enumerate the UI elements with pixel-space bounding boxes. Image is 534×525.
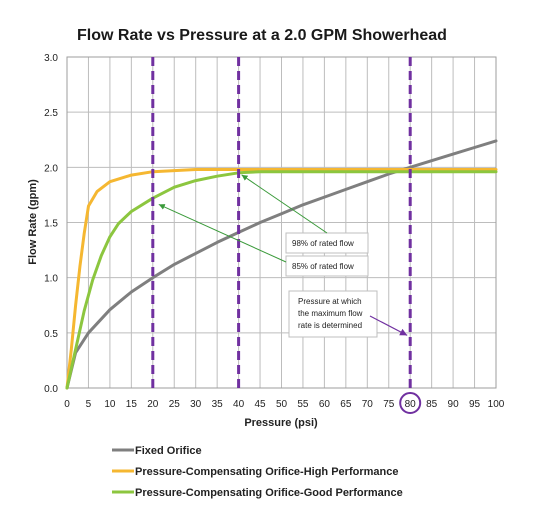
annotation-max-flow-box bbox=[288, 290, 378, 338]
annotation-max-flow-line-1: Pressure at which bbox=[298, 297, 362, 306]
series-line-pressure-compensating-orifice-good-performance bbox=[65, 170, 498, 390]
x-tick-75: 75 bbox=[383, 399, 395, 410]
x-tick-85: 85 bbox=[426, 399, 438, 410]
y-tick-labels: 0.0 0.5 1.0 1.5 2.0 2.5 3.0 bbox=[44, 53, 58, 395]
x-tick-55: 55 bbox=[297, 399, 309, 410]
x-tick-70: 70 bbox=[362, 399, 374, 410]
annotation-85-text: 85% of rated flow bbox=[292, 262, 354, 271]
arrow-max-flow bbox=[369, 315, 408, 336]
x-tick-45: 45 bbox=[254, 399, 266, 410]
x-tick-15: 15 bbox=[126, 399, 138, 410]
arrow-85 bbox=[158, 203, 287, 263]
x-tick-95: 95 bbox=[469, 399, 481, 410]
legend-label-fixed-orifice: Fixed Orifice bbox=[135, 445, 202, 457]
x-tick-40: 40 bbox=[233, 399, 245, 410]
annotation-max-flow: Pressure at which the maximum flow rate … bbox=[288, 290, 378, 338]
y-tick-0.0: 0.0 bbox=[44, 384, 58, 395]
x-tick-60: 60 bbox=[319, 399, 331, 410]
y-tick-0.5: 0.5 bbox=[44, 329, 58, 340]
y-axis-label: Flow Rate (gpm) bbox=[27, 179, 39, 265]
y-tick-1.0: 1.0 bbox=[44, 274, 58, 285]
highlight-circle-80 bbox=[399, 392, 422, 414]
x-tick-25: 25 bbox=[169, 399, 181, 410]
grid bbox=[66, 56, 497, 389]
legend-label-high-performance: Pressure-Compensating Orifice-High Perfo… bbox=[135, 466, 398, 478]
annotation-max-flow-line-3: rate is determined bbox=[298, 321, 362, 330]
x-tick-65: 65 bbox=[340, 399, 352, 410]
x-tick-labels: 0 5 10 15 20 25 30 35 40 45 50 55 60 65 70 75 80 85 90 95 10… bbox=[64, 392, 505, 414]
x-tick-5: 5 bbox=[86, 399, 92, 410]
annotation-arrows bbox=[158, 174, 408, 336]
y-tick-3.0: 3.0 bbox=[44, 53, 58, 64]
x-tick-35: 35 bbox=[212, 399, 224, 410]
y-tick-2.5: 2.5 bbox=[44, 108, 58, 119]
y-tick-2.0: 2.0 bbox=[44, 163, 58, 174]
series-layer bbox=[65, 139, 498, 390]
x-tick-0: 0 bbox=[64, 399, 70, 410]
plot-border bbox=[66, 56, 497, 389]
y-tick-1.5: 1.5 bbox=[44, 219, 58, 230]
annotation-85: 85% of rated flow bbox=[285, 255, 369, 277]
legend-label-good-performance: Pressure-Compensating Orifice-Good Perfo… bbox=[135, 487, 403, 499]
annotation-max-flow-line-2: the maximum flow bbox=[298, 309, 363, 318]
series-line-pressure-compensating-orifice-high-performance bbox=[65, 168, 498, 390]
arrow-98 bbox=[241, 174, 328, 234]
x-tick-90: 90 bbox=[448, 399, 460, 410]
annotation-85-box bbox=[285, 255, 369, 277]
x-tick-10: 10 bbox=[104, 399, 116, 410]
chart-title: Flow Rate vs Pressure at a 2.0 GPM Showe… bbox=[77, 27, 447, 44]
x-tick-50: 50 bbox=[276, 399, 288, 410]
annotation-98-text: 98% of rated flow bbox=[292, 239, 354, 248]
annotation-98: 98% of rated flow bbox=[285, 232, 369, 254]
x-tick-100: 100 bbox=[488, 399, 505, 410]
x-tick-80: 80 bbox=[405, 399, 417, 410]
series-line-fixed-orifice bbox=[65, 139, 498, 390]
legend: Fixed Orifice Pressure-Compensating Orif… bbox=[112, 445, 403, 499]
x-tick-30: 30 bbox=[190, 399, 202, 410]
x-axis-label: Pressure (psi) bbox=[244, 417, 318, 429]
x-tick-20: 20 bbox=[147, 399, 159, 410]
